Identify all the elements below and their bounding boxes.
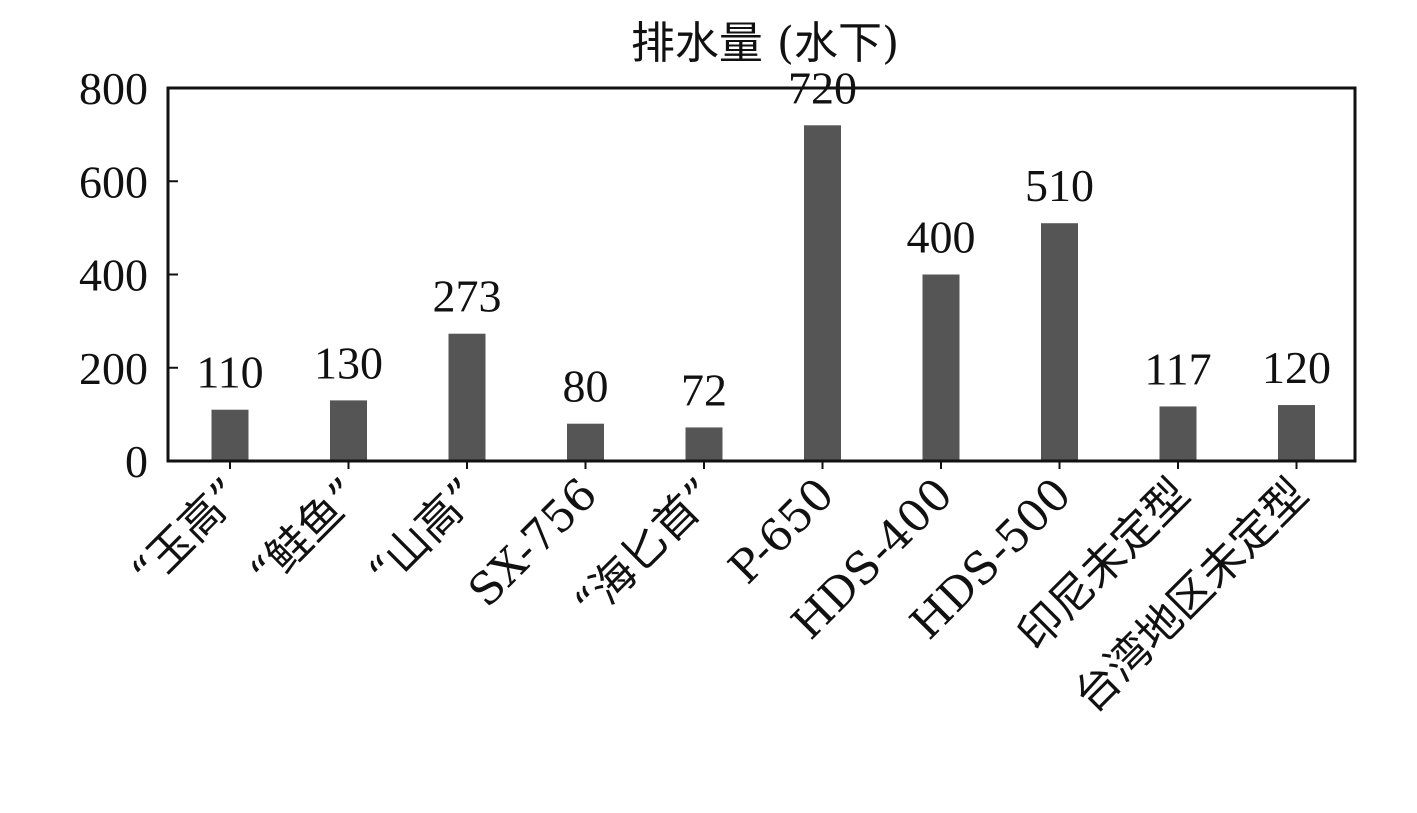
bar-5 — [804, 125, 841, 462]
bar-2 — [448, 333, 486, 461]
x-axis: “玉高”“鲑鱼”“山高”SX-756“海匕首”P-650HDS-400HDS-5… — [122, 461, 1318, 723]
y-tick-label-4: 800 — [79, 63, 148, 114]
bar-9 — [1278, 405, 1315, 461]
y-tick-label-0: 0 — [125, 436, 148, 487]
data-label-6: 400 — [907, 212, 976, 263]
bar-7 — [1041, 223, 1078, 461]
data-label-3: 80 — [563, 361, 609, 412]
data-label-9: 120 — [1262, 342, 1331, 393]
chart-title: 排水量 (水下) — [631, 18, 899, 69]
x-tick-label-0: “玉高” — [122, 469, 252, 599]
bar-6 — [922, 274, 960, 461]
data-label-4: 72 — [681, 364, 727, 415]
data-label-1: 130 — [314, 337, 383, 388]
y-tick-label-3: 600 — [79, 156, 148, 207]
bar-0 — [211, 409, 249, 461]
bars-layer — [211, 125, 1315, 462]
bar-3 — [567, 423, 604, 461]
bar-8 — [1159, 406, 1197, 461]
bar-1 — [330, 400, 367, 461]
x-tick-label-1: “鲑鱼” — [240, 469, 370, 599]
y-tick-label-2: 400 — [79, 250, 148, 301]
data-label-8: 117 — [1144, 343, 1211, 394]
bar-4 — [685, 427, 723, 461]
y-axis: 0 200 400 600 800 — [79, 63, 178, 487]
data-label-0: 110 — [196, 347, 263, 398]
y-tick-label-1: 200 — [79, 343, 148, 394]
data-label-7: 510 — [1025, 160, 1094, 211]
data-label-2: 273 — [433, 271, 502, 322]
